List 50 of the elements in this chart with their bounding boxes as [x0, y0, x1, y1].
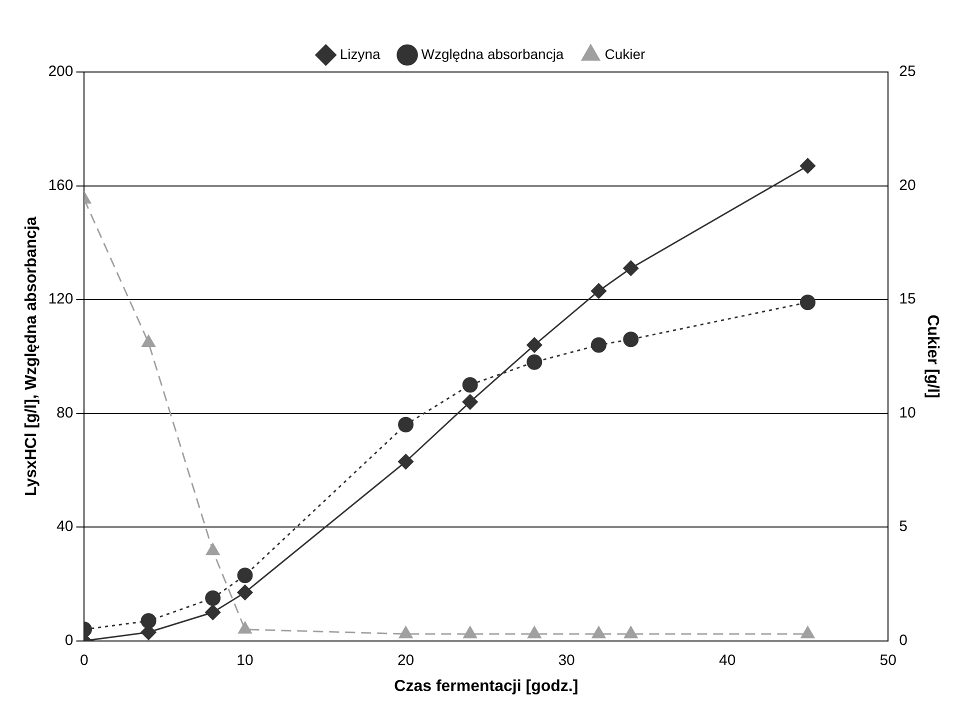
point: [528, 626, 542, 638]
point: [140, 613, 156, 629]
point: [398, 416, 414, 432]
y-tick-label: 40: [56, 518, 74, 536]
point: [462, 377, 478, 393]
y-tick-label: 80: [56, 404, 74, 422]
x-axis-title: Czas fermentacji [godz.]: [394, 678, 578, 695]
point: [237, 584, 253, 600]
point: [590, 283, 606, 299]
point: [205, 590, 221, 606]
x-tick-label: 0: [80, 652, 88, 669]
point: [623, 260, 639, 276]
point: [205, 604, 221, 620]
point: [462, 394, 478, 410]
y-tick-label: 120: [48, 290, 74, 308]
point: [526, 354, 542, 370]
point: [592, 626, 606, 638]
point: [623, 332, 639, 348]
y-axis-title: LysxHCl [g/l], Względna absorbancja: [23, 216, 40, 496]
legend-label: Względna absorbancja: [421, 46, 564, 62]
x-tick-label: 20: [397, 652, 414, 669]
legend-label: Cukier: [604, 46, 646, 62]
x-tick-label: 30: [558, 652, 575, 669]
y2-tick-label: 15: [899, 290, 916, 308]
point: [526, 337, 542, 353]
x-tick-label: 10: [236, 652, 254, 669]
point: [206, 543, 220, 556]
point: [398, 454, 414, 470]
y2-axis-title: Cukier [g/l]: [924, 314, 941, 398]
y2-tick-label: 20: [899, 176, 916, 194]
legend-label: Lizyna: [340, 46, 381, 62]
point: [624, 626, 638, 638]
y2-tick-label: 0: [899, 632, 908, 649]
point: [238, 622, 252, 634]
y-tick-label: 160: [48, 176, 74, 194]
y2-tick-label: 25: [899, 63, 916, 80]
point: [800, 626, 815, 638]
y2-tick-label: 10: [899, 404, 916, 422]
y2-tick-label: 5: [899, 518, 908, 536]
x-tick-label: 40: [718, 652, 736, 669]
point: [800, 158, 816, 174]
x-tick-label: 50: [880, 652, 896, 669]
y-tick-label: 0: [64, 632, 74, 649]
point: [142, 335, 156, 347]
point: [463, 626, 477, 638]
point: [237, 568, 253, 584]
point: [590, 337, 606, 353]
point: [800, 294, 816, 310]
point: [398, 626, 413, 638]
y-tick-label: 200: [48, 63, 74, 80]
